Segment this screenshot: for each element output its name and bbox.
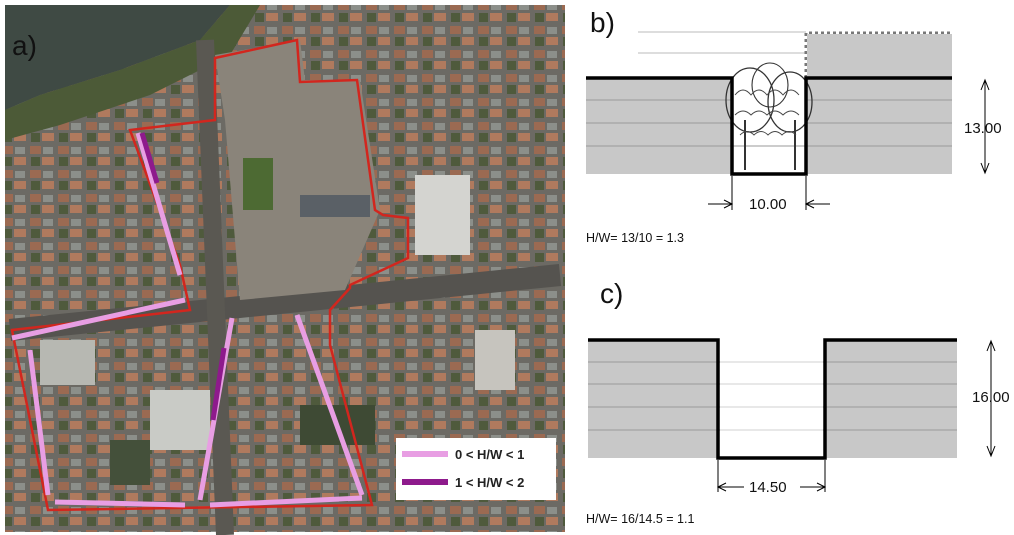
floor-lines [586, 99, 952, 147]
legend-label-light: 0 < H/W < 1 [455, 447, 524, 462]
building-roof [475, 330, 515, 390]
left-building [588, 340, 718, 458]
right-building [806, 78, 952, 174]
segment-light [27, 349, 51, 496]
open-street-space [720, 340, 823, 456]
segment-light [209, 495, 363, 508]
width-dimension [708, 176, 830, 210]
segment-light [294, 314, 365, 496]
large-building [415, 175, 470, 255]
panel-a-label: a) [12, 30, 37, 61]
height-dimension [986, 339, 996, 458]
segment-light [135, 132, 183, 276]
width-label: 10.00 [749, 196, 787, 213]
upper-building-fill [807, 34, 952, 78]
river-area [5, 5, 230, 110]
panel-c-section: c) 16.00 14.50 H/W= 16/14.5 = 1.1 [586, 278, 1010, 526]
building-roof [300, 195, 370, 217]
map-legend: 0 < H/W < 1 1 < H/W < 2 [396, 438, 556, 500]
hw-ratio-c: H/W= 16/14.5 = 1.1 [586, 512, 694, 526]
panel-b-section: b) 13 [586, 7, 1002, 245]
segment-dark [139, 132, 160, 184]
segment-light [54, 499, 186, 508]
tree-canopy [751, 62, 789, 108]
square-lawn [243, 158, 273, 210]
right-building [825, 340, 957, 458]
tree-block [110, 440, 150, 485]
building-roof [40, 340, 95, 385]
segment-light [11, 297, 186, 341]
riverbank-trees [5, 5, 260, 140]
town-square [215, 40, 380, 300]
width-label: 14.50 [749, 479, 787, 496]
panel-a-map: 0 < H/W < 1 1 < H/W < 2 a) [5, 5, 565, 535]
street-section-outline [588, 338, 957, 460]
cross-street [196, 39, 234, 535]
street-section-outline [586, 76, 952, 176]
building-roof [150, 390, 210, 450]
hw-ratio-b: H/W= 13/10 = 1.3 [586, 231, 684, 245]
panel-c-label: c) [600, 278, 623, 309]
height-label: 13.00 [964, 120, 1002, 137]
street-trees [725, 62, 813, 170]
width-dimension [716, 460, 827, 492]
segment-dark [210, 347, 227, 421]
height-label: 16.00 [972, 389, 1010, 406]
upper-building-outline [804, 31, 952, 78]
legend-label-dark: 1 < H/W < 2 [455, 475, 524, 490]
legend-box [396, 438, 556, 500]
left-building [586, 78, 732, 174]
panel-b-label: b) [590, 7, 615, 38]
hw-street-segments [11, 132, 365, 508]
height-dimension [980, 78, 990, 175]
